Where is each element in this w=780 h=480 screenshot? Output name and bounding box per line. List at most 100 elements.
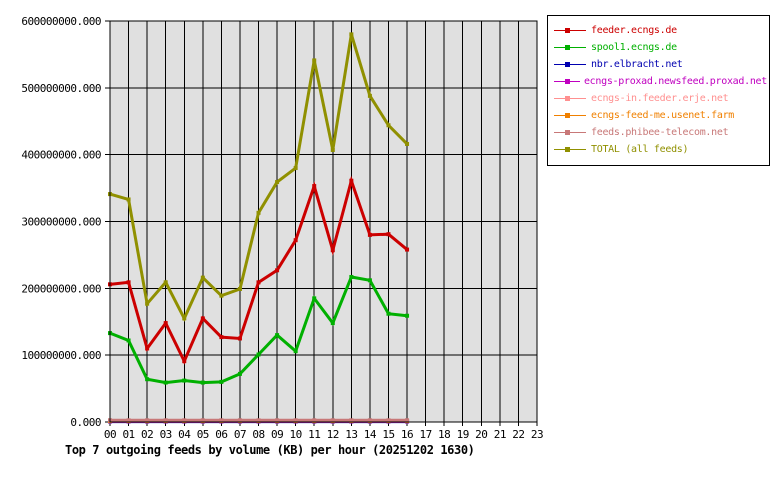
grid-lines [109,20,538,423]
x-tick-label: 19 [457,428,469,441]
data-point-marker [163,380,168,385]
data-point-marker [219,379,224,384]
x-tick-label: 12 [327,428,339,441]
x-tick-label: 00 [104,428,116,441]
axis-ticks [105,20,538,426]
data-point-marker [256,280,261,285]
data-point-marker [163,321,168,326]
data-point-marker [312,184,317,189]
data-point-marker [200,380,205,385]
legend-label: TOTAL (all feeds) [591,144,689,155]
x-tick-label: 10 [290,428,302,441]
data-point-marker [163,418,168,423]
data-point-marker [145,301,150,306]
x-tick-label: 13 [345,428,357,441]
data-point-marker [330,248,335,253]
x-tick-label: 01 [122,428,134,441]
x-tick-label: 21 [494,428,506,441]
legend-item-spool1-ecngs-de: spool1.ecngs.de [553,39,767,56]
legend-line-sample-icon [554,147,586,152]
y-tick-label: 500000000.000 [21,82,101,95]
data-point-marker [182,418,187,423]
data-point-marker [237,336,242,341]
legend-label: feeds.phibee-telecom.net [591,127,729,138]
x-tick-label: 16 [401,428,413,441]
y-tick-label: 0.000 [70,416,101,429]
y-tick-label: 600000000.000 [21,15,101,28]
x-tick-label: 14 [364,428,377,441]
legend-item-ecngs-proxad-newsfeed-proxad-net: ecngs-proxad.newsfeed.proxad.net [553,73,767,90]
data-point-marker [237,418,242,423]
data-point-marker [386,311,391,316]
x-tick-label: 03 [160,428,172,441]
x-tick-label: 02 [141,428,153,441]
data-point-marker [219,335,224,340]
data-point-marker [275,333,280,338]
legend-line-sample-icon [554,96,586,101]
x-tick-label: 07 [234,428,246,441]
data-point-marker [256,210,261,215]
x-axis-labels: 00 01 02 03 04 05 06 07 08 09 10 11 12 13 14 15 16 17 18 19… [104,428,544,441]
legend-line-sample-icon [554,28,586,33]
legend-label: ecngs-in.feeder.erje.net [591,93,729,104]
data-point-marker [200,316,205,321]
data-point-marker [367,93,372,98]
legend-label: spool1.ecngs.de [591,42,677,53]
series-spool1-ecngs-de [108,274,410,385]
data-point-marker [237,287,242,292]
data-point-marker [275,418,280,423]
y-axis-labels: 0.000 100000000.000 200000000.000 300000000… [21,15,101,429]
legend-line-sample-icon [554,113,586,118]
data-point-marker [145,346,150,351]
x-tick-label: 04 [178,428,191,441]
data-point-marker [386,418,391,423]
data-point-marker [293,418,298,423]
data-point-marker [349,32,354,37]
data-point-marker [312,296,317,301]
legend-item-feeder-ecngs-de: feeder.ecngs.de [553,22,767,39]
x-tick-label: 11 [308,428,320,441]
legend-item-ecngs-feed-me-usenet-farm: ecngs-feed-me.usenet.farm [553,107,767,124]
chart-legend: feeder.ecngs.de spool1.ecngs.de nbr.elbrac… [547,15,770,166]
x-tick-label: 09 [271,428,283,441]
data-point-marker [405,313,410,318]
data-point-marker [330,321,335,326]
y-tick-label: 400000000.000 [21,149,101,162]
legend-item-ecngs-in-feeder-erje-net: ecngs-in.feeder.erje.net [553,90,767,107]
x-tick-label: 08 [252,428,264,441]
legend-line-sample-icon [554,62,586,67]
data-point-marker [293,166,298,171]
legend-label: feeder.ecngs.de [591,25,677,36]
data-point-marker [256,418,261,423]
data-point-marker [330,147,335,152]
x-tick-label: 15 [382,428,394,441]
data-point-marker [126,418,131,423]
data-point-marker [126,280,131,285]
data-point-marker [219,418,224,423]
y-tick-label: 200000000.000 [21,282,101,295]
legend-item-feeds-phibee-telecom-net: feeds.phibee-telecom.net [553,124,767,141]
legend-item-nbr-elbracht-net: nbr.elbracht.net [553,56,767,73]
y-tick-label: 300000000.000 [21,216,101,229]
x-tick-label: 23 [531,428,543,441]
data-point-marker [349,274,354,279]
data-point-marker [312,418,317,423]
series-feeder-ecngs-de [108,175,410,365]
data-point-marker [126,197,131,202]
plot-frame [109,20,538,423]
data-point-marker [237,371,242,376]
x-tick-label: 22 [512,428,524,441]
data-point-marker [200,275,205,280]
series-feeds-phibee-telecom-net [108,418,410,423]
data-point-marker [349,178,354,183]
data-point-marker [293,238,298,243]
data-point-marker [145,418,150,423]
data-point-marker [293,349,298,354]
data-point-marker [219,293,224,298]
x-tick-label: 05 [197,428,209,441]
legend-line-sample-icon [554,45,586,50]
data-point-marker [349,418,354,423]
data-point-marker [312,58,317,63]
